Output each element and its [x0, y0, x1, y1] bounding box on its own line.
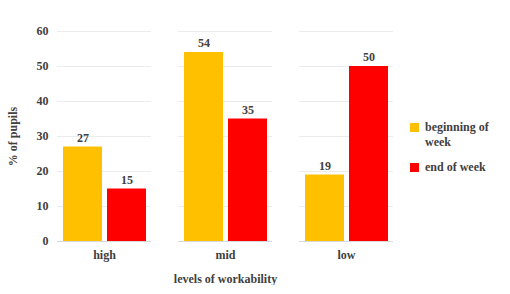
- svg-text:mid: mid: [215, 248, 235, 262]
- svg-text:levels of workability: levels of workability: [174, 272, 277, 286]
- svg-text:27: 27: [77, 131, 89, 145]
- svg-text:20: 20: [37, 164, 49, 178]
- svg-text:15: 15: [121, 173, 133, 187]
- svg-text:54: 54: [198, 36, 210, 50]
- svg-text:50: 50: [363, 50, 375, 64]
- svg-text:0: 0: [43, 234, 49, 248]
- svg-text:high: high: [93, 248, 116, 262]
- svg-text:60: 60: [37, 24, 49, 38]
- svg-text:10: 10: [37, 199, 49, 213]
- svg-text:50: 50: [37, 59, 49, 73]
- svg-text:19: 19: [319, 159, 331, 173]
- svg-text:40: 40: [37, 94, 49, 108]
- svg-text:35: 35: [242, 103, 254, 117]
- svg-text:30: 30: [37, 129, 49, 143]
- svg-text:low: low: [338, 248, 356, 262]
- html-text:end of week: end of week: [425, 159, 486, 174]
- html-text:beginning of week: beginning of week: [425, 119, 489, 149]
- svg-text:% of pupils: % of pupils: [6, 106, 20, 166]
